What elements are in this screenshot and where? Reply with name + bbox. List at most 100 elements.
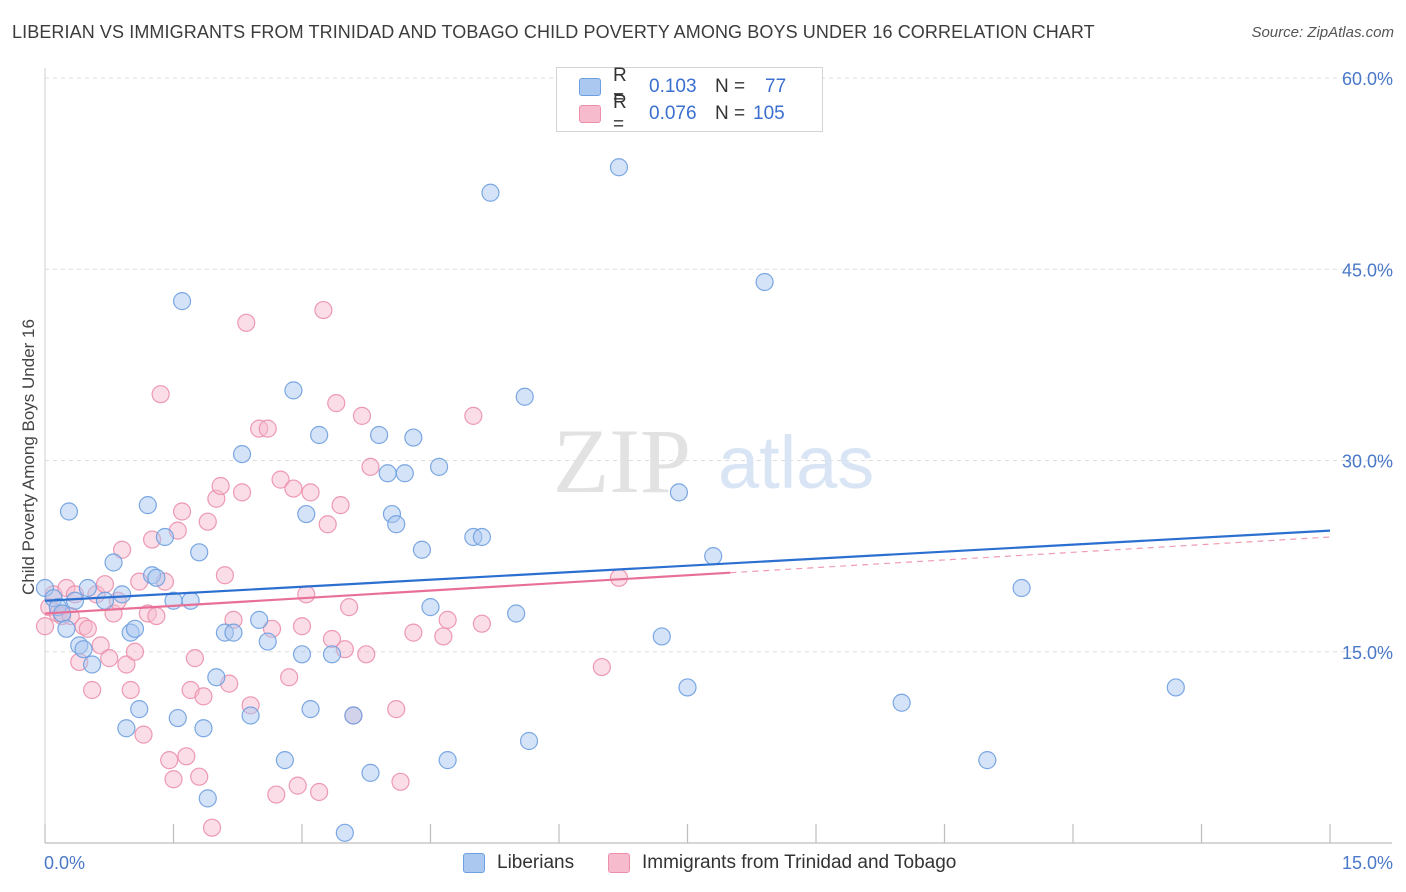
- data-point: [232, 483, 252, 502]
- data-point: [357, 645, 376, 664]
- data-point: [1012, 578, 1031, 598]
- legend-label-liberians: Liberians: [497, 852, 575, 873]
- data-point: [352, 406, 372, 425]
- data-point: [361, 457, 380, 476]
- data-point: [134, 725, 153, 744]
- data-point: [224, 623, 243, 642]
- legend-n-label: N =: [715, 103, 746, 124]
- data-point: [609, 158, 629, 177]
- trend-line-trinidad: [44, 571, 731, 615]
- data-point: [202, 818, 222, 837]
- chart-title: LIBERIAN VS IMMIGRANTS FROM TRINIDAD AND…: [12, 22, 1095, 42]
- data-point: [57, 619, 76, 638]
- data-point: [704, 547, 723, 566]
- data-point: [297, 504, 316, 524]
- data-point: [481, 183, 500, 202]
- legend-label-trinidad: Immigrants from Trinidad and Tobago: [642, 852, 957, 873]
- y-tick-label: 30.0%: [1342, 452, 1393, 472]
- data-point: [121, 680, 140, 700]
- data-point: [1166, 678, 1185, 697]
- data-point: [271, 470, 290, 489]
- data-point: [327, 394, 346, 413]
- legend-n-label: N =: [715, 76, 746, 97]
- legend-swatch-blue: [579, 78, 601, 96]
- y-tick-label: 60.0%: [1342, 69, 1393, 89]
- data-point: [83, 680, 102, 700]
- data-point: [387, 700, 406, 719]
- data-point: [609, 568, 629, 587]
- data-point: [151, 385, 170, 404]
- data-point: [322, 645, 342, 664]
- data-point: [515, 387, 534, 406]
- data-point: [74, 640, 93, 659]
- data-point: [284, 381, 303, 400]
- data-point: [592, 657, 611, 677]
- y-axis-ticks: 15.0% 30.0% 45.0% 60.0%: [1342, 69, 1393, 663]
- data-point: [310, 782, 329, 802]
- data-point: [258, 632, 277, 651]
- watermark-zip: ZIP: [553, 410, 691, 512]
- data-point: [361, 763, 380, 782]
- legend-row-trinidad: R = 0.076 N = 105: [579, 92, 785, 135]
- series-legend: Liberians Immigrants from Trinidad and T…: [0, 852, 1406, 876]
- data-point: [301, 483, 320, 502]
- data-point: [91, 636, 110, 655]
- data-point: [164, 770, 183, 789]
- data-point: [755, 272, 774, 292]
- data-point: [378, 464, 397, 483]
- data-point: [190, 767, 209, 786]
- data-point: [147, 606, 166, 626]
- legend-r-label: R =: [613, 92, 627, 135]
- data-point: [160, 751, 179, 770]
- data-point: [892, 693, 911, 712]
- data-point: [421, 598, 440, 617]
- axes: [44, 68, 1392, 844]
- x-tick-label: 0.0%: [44, 853, 85, 873]
- data-point: [310, 425, 329, 445]
- x-tick-label: 15.0%: [1342, 853, 1393, 873]
- trend-line-liberians: [44, 529, 1331, 602]
- data-point: [438, 751, 457, 770]
- grid-lines: [45, 77, 1392, 653]
- y-axis-label: Child Poverty Among Boys Under 16: [19, 319, 38, 595]
- data-point: [331, 496, 350, 515]
- data-point: [65, 591, 85, 610]
- data-point: [112, 540, 132, 559]
- legend-n-value: 105: [753, 103, 785, 124]
- data-point: [237, 313, 256, 332]
- data-point: [241, 706, 260, 725]
- data-point: [292, 617, 312, 636]
- data-point: [198, 512, 217, 531]
- data-point: [59, 502, 79, 521]
- data-point: [211, 476, 230, 496]
- data-point: [314, 300, 333, 320]
- trend-line-trinidad-extrapolated: [730, 536, 1331, 574]
- data-point: [104, 553, 123, 572]
- data-point: [78, 619, 97, 638]
- data-point: [519, 731, 539, 751]
- data-point: [472, 527, 491, 547]
- data-point: [194, 687, 213, 706]
- data-point: [391, 772, 410, 791]
- x-axis-ticks: 0.0% 15.0%: [44, 853, 1393, 873]
- data-point: [344, 706, 363, 725]
- legend-r-label: R =: [613, 65, 627, 108]
- series-liberians-points: [35, 158, 1185, 842]
- data-point: [177, 747, 196, 766]
- data-point: [335, 823, 354, 842]
- data-point: [669, 483, 689, 502]
- data-point: [155, 527, 175, 547]
- legend-item-liberians: Liberians: [463, 852, 574, 874]
- data-point: [258, 419, 277, 438]
- data-point: [370, 425, 389, 445]
- data-point: [190, 543, 209, 562]
- data-point: [112, 585, 132, 604]
- data-point: [95, 575, 115, 594]
- data-point: [507, 604, 526, 623]
- data-point: [404, 623, 423, 642]
- data-point: [168, 708, 187, 728]
- data-point: [404, 428, 423, 447]
- legend-row-liberians: R = 0.103 N = 77: [579, 65, 786, 108]
- legend-item-trinidad: Immigrants from Trinidad and Tobago: [608, 852, 956, 874]
